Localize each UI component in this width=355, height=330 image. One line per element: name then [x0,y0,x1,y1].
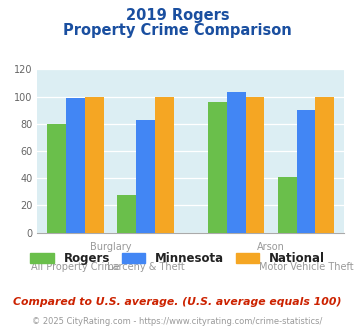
Text: 2019 Rogers: 2019 Rogers [126,8,229,23]
Text: Arson: Arson [257,243,285,252]
Bar [117,195,136,233]
Bar [278,177,296,233]
Text: Burglary: Burglary [90,243,131,252]
Bar [227,92,246,233]
Bar [296,110,315,233]
Bar [315,97,334,233]
Bar [85,97,104,233]
Text: Motor Vehicle Theft: Motor Vehicle Theft [259,262,353,272]
Text: Larceny & Theft: Larceny & Theft [106,262,184,272]
Text: Compared to U.S. average. (U.S. average equals 100): Compared to U.S. average. (U.S. average … [13,297,342,307]
Text: Property Crime Comparison: Property Crime Comparison [63,23,292,38]
Text: All Property Crime: All Property Crime [31,262,120,272]
Legend: Rogers, Minnesota, National: Rogers, Minnesota, National [26,247,329,270]
Bar [155,97,174,233]
Bar [246,97,264,233]
Bar [208,102,227,233]
Text: © 2025 CityRating.com - https://www.cityrating.com/crime-statistics/: © 2025 CityRating.com - https://www.city… [32,317,323,326]
Bar [48,124,66,233]
Bar [136,120,155,233]
Bar [66,98,85,233]
